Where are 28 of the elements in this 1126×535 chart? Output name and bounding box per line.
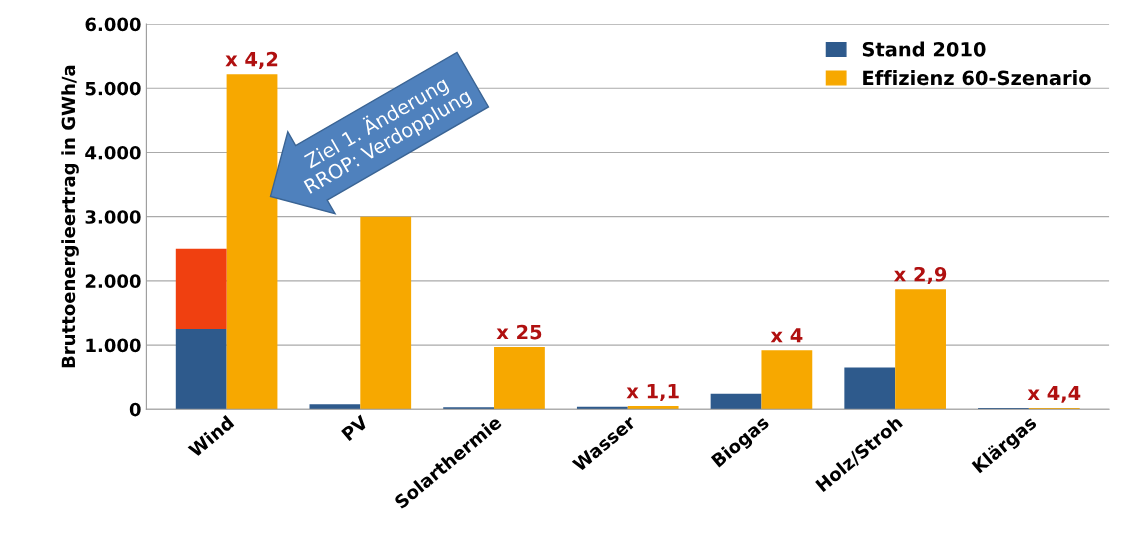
y-tick-label: 1.000 bbox=[86, 338, 141, 353]
data-label: x 2,9 bbox=[893, 266, 947, 285]
bar bbox=[175, 248, 227, 330]
bar bbox=[844, 367, 896, 410]
y-tick-label: 5.000 bbox=[85, 81, 141, 96]
y-axis-title: Bruttoenergieertrag in GWh/a bbox=[61, 65, 79, 368]
legend-label: Effizienz 60-Szenario bbox=[863, 70, 1091, 86]
bar bbox=[494, 347, 545, 410]
y-tick-label: 4.000 bbox=[85, 145, 141, 160]
data-label: x 4,2 bbox=[225, 51, 278, 70]
bar bbox=[627, 406, 679, 410]
bar bbox=[360, 216, 412, 410]
data-label: x 4 bbox=[770, 328, 803, 343]
legend-label: Stand 2010 bbox=[862, 41, 986, 57]
y-tick-label: 6.000 bbox=[85, 17, 141, 32]
y-tick-label: 2.000 bbox=[85, 274, 141, 288]
bar bbox=[895, 289, 946, 410]
bar bbox=[309, 404, 361, 410]
data-label: x 25 bbox=[496, 324, 542, 340]
data-label: x 4,4 bbox=[1027, 385, 1081, 403]
bar bbox=[710, 393, 762, 410]
y-tick-label: 0 bbox=[129, 402, 141, 417]
bar bbox=[761, 350, 813, 410]
bar bbox=[175, 329, 227, 410]
x-tick-label: PV bbox=[341, 414, 370, 442]
data-label: x 1,1 bbox=[626, 383, 679, 401]
bar bbox=[226, 74, 278, 410]
y-tick-label: 3.000 bbox=[85, 210, 141, 224]
